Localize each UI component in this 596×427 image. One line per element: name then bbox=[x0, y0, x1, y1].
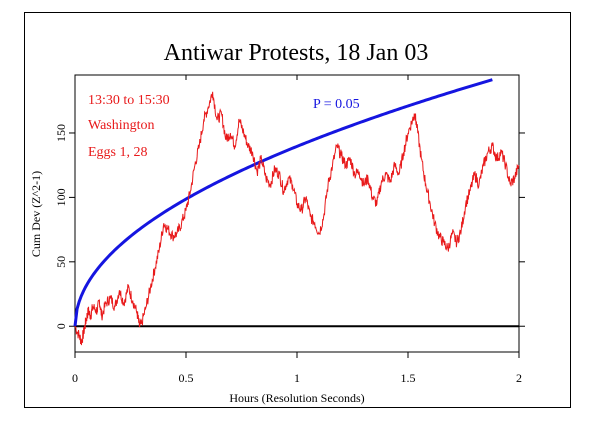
envelope-label: P = 0.05 bbox=[313, 97, 360, 112]
annotation-time: 13:30 to 15:30 bbox=[88, 93, 170, 108]
x-tick-label: 2 bbox=[516, 371, 522, 385]
p005-envelope-line bbox=[73, 78, 493, 327]
x-tick-label: 1.5 bbox=[401, 371, 416, 385]
y-tick-label: 150 bbox=[54, 124, 68, 142]
annotation-eggs: Eggs 1, 28 bbox=[88, 145, 148, 160]
x-tick-label: 0.5 bbox=[179, 371, 194, 385]
y-axis-title: Cum Dev (Z^2-1) bbox=[29, 171, 43, 257]
annotation-location: Washington bbox=[88, 118, 155, 133]
x-tick-label: 1 bbox=[294, 371, 300, 385]
cumulative-deviation-line bbox=[74, 91, 520, 346]
plot-area bbox=[74, 74, 520, 353]
x-axis: 0 0.5 1 1.5 2 bbox=[72, 75, 522, 385]
y-axis: 0 50 100 150 bbox=[54, 124, 525, 329]
x-tick-label: 0 bbox=[72, 371, 78, 385]
chart-frame bbox=[24, 12, 571, 408]
x-axis-title: Hours (Resolution Seconds) bbox=[229, 391, 364, 405]
y-tick-label: 0 bbox=[54, 323, 68, 329]
chart-title: Antiwar Protests, 18 Jan 03 bbox=[164, 40, 429, 66]
y-tick-label: 50 bbox=[54, 256, 68, 268]
y-tick-label: 100 bbox=[54, 188, 68, 206]
